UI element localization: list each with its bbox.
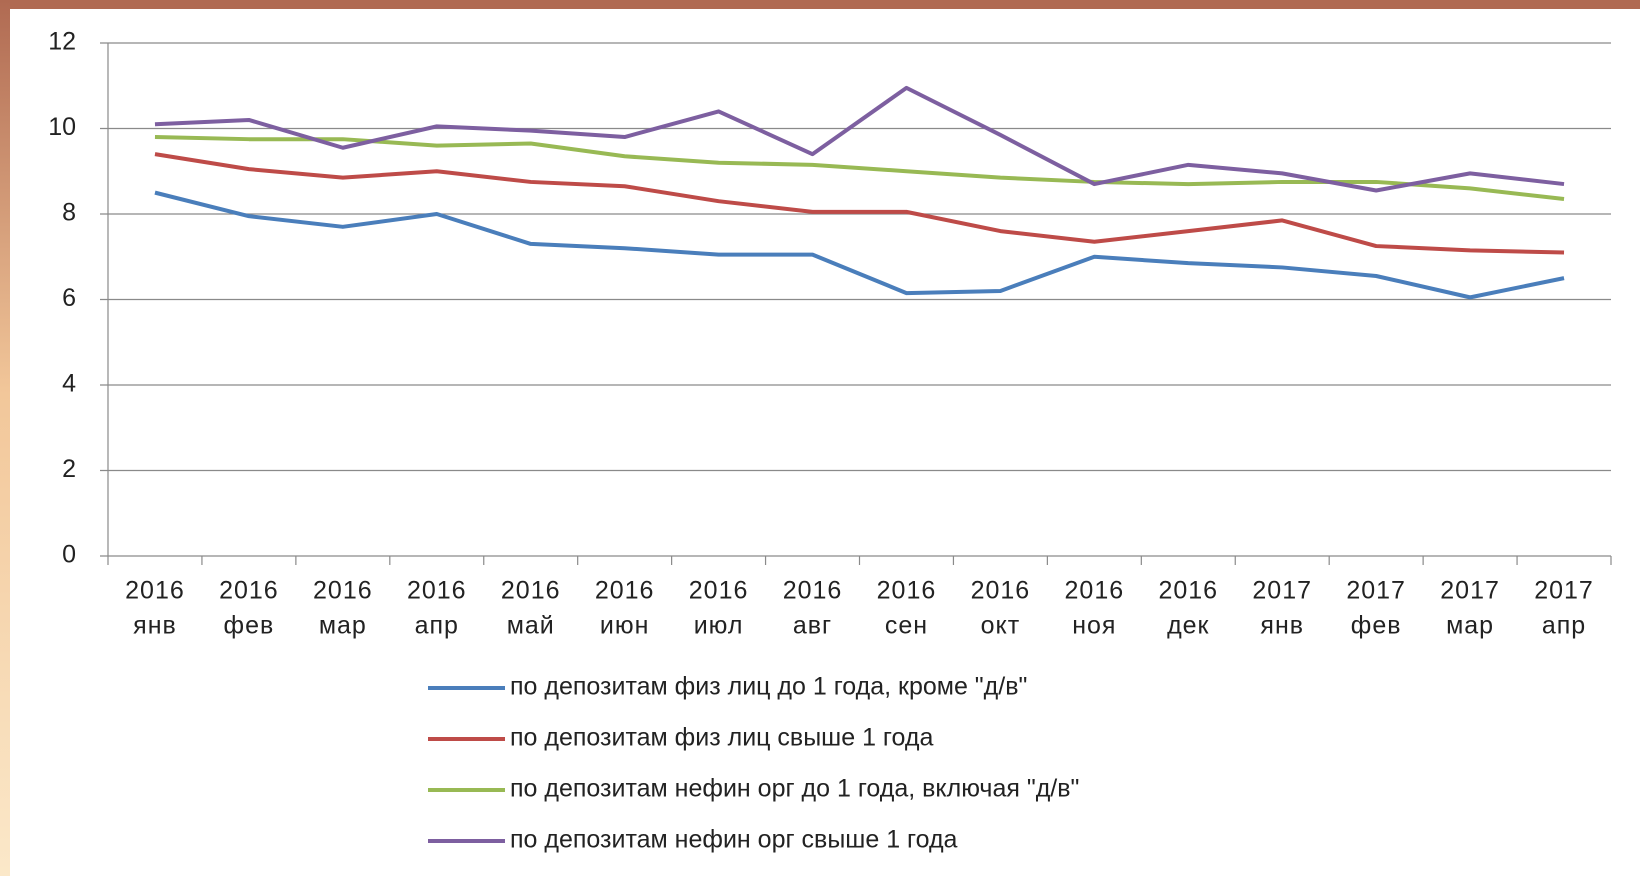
x-tick-label: фев [224, 612, 275, 640]
x-tick-label: июл [694, 612, 744, 640]
x-tick-label: фев [1351, 612, 1402, 640]
x-tick-label: апр [1542, 612, 1586, 640]
left-border [0, 0, 10, 876]
x-tick-label: мар [319, 612, 367, 640]
line-series [154, 190, 1565, 300]
x-tick-label: апр [415, 612, 459, 640]
line-series [154, 85, 1565, 193]
legend-label: по депозитам физ лиц до 1 года, кроме "д… [510, 673, 1027, 701]
x-tick-label: 2016 [313, 577, 373, 605]
x-tick-label: авг [793, 612, 832, 640]
x-tick-label: 2017 [1534, 577, 1594, 605]
x-tick-label: 2016 [783, 577, 843, 605]
x-tick-label: 2017 [1440, 577, 1500, 605]
x-tick-label: 2016 [125, 577, 185, 605]
line-series [154, 135, 1565, 202]
x-tick-label: янв [1260, 612, 1304, 640]
x-tick-label: 2016 [877, 577, 937, 605]
x-tick-label: 2017 [1252, 577, 1312, 605]
x-tick-label: янв [133, 612, 177, 640]
y-tick-label: 2 [62, 455, 76, 483]
x-tick-label: май [507, 612, 555, 640]
y-tick-label: 12 [48, 28, 76, 56]
y-tick-label: 6 [62, 284, 76, 312]
x-tick-label: 2016 [689, 577, 749, 605]
x-tick-label: дек [1167, 612, 1209, 640]
x-tick-label: 2016 [595, 577, 655, 605]
x-tick-label: окт [981, 612, 1021, 640]
x-tick-label: 2016 [219, 577, 279, 605]
x-tick-label: 2016 [407, 577, 467, 605]
x-tick-label: ноя [1072, 612, 1116, 640]
x-tick-label: 2016 [501, 577, 561, 605]
x-tick-label: июн [600, 612, 650, 640]
legend-label: по депозитам нефин орг до 1 года, включа… [510, 775, 1079, 803]
legend-label: по депозитам нефин орг свыше 1 года [510, 826, 958, 854]
x-tick-label: 2016 [971, 577, 1031, 605]
y-tick-label: 0 [62, 541, 76, 569]
y-tick-label: 4 [62, 370, 76, 398]
y-tick-label: 8 [62, 199, 76, 227]
x-tick-label: 2016 [1065, 577, 1125, 605]
x-tick-label: 2017 [1346, 577, 1406, 605]
top-border [0, 0, 1640, 9]
x-tick-label: 2016 [1158, 577, 1218, 605]
line-series [154, 152, 1565, 255]
x-tick-label: сен [885, 612, 928, 640]
x-tick-label: мар [1446, 612, 1494, 640]
legend-label: по депозитам физ лиц свыше 1 года [510, 724, 933, 752]
y-tick-label: 10 [48, 113, 76, 141]
